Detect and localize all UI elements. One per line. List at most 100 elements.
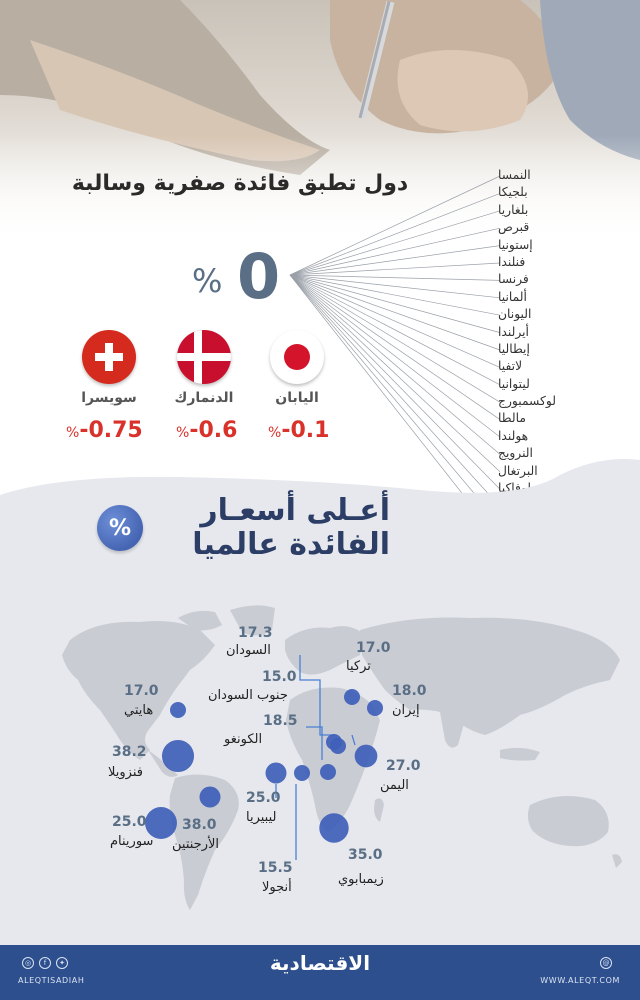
south-sudan-country-label: جنوب السودان xyxy=(208,688,288,703)
japan-rate-value: -0.1 xyxy=(281,418,330,443)
venezuela-rate-value: 38.2 xyxy=(112,744,147,760)
japan-rate-unit: % xyxy=(268,425,282,441)
facebook-icon[interactable]: f xyxy=(39,957,51,969)
brand-logo[interactable]: الاقتصادية xyxy=(269,951,371,975)
congo-bubble xyxy=(320,764,336,780)
liberia-rate-value: 25.0 xyxy=(246,790,281,806)
zero-rate-unit: % xyxy=(192,262,223,300)
switzerland-rate-unit: % xyxy=(66,425,80,441)
zero-rate-value: 0 xyxy=(237,240,281,313)
sudan-rate-value: 17.3 xyxy=(238,625,273,641)
connector-line xyxy=(289,274,501,403)
switzerland-flag-icon xyxy=(82,330,136,384)
haiti-bubble xyxy=(170,702,186,718)
iran-rate-value: 18.0 xyxy=(392,683,427,699)
haiti-rate-value: 17.0 xyxy=(124,683,159,699)
switzerland-rate: %-0.75 xyxy=(62,418,143,443)
haiti-country-label: هايتي xyxy=(124,703,154,718)
zero-rate-country: إستونيا xyxy=(498,237,533,252)
zero-rate-country: بلغاريا xyxy=(498,202,529,217)
yemen-bubble xyxy=(354,744,378,768)
turkey-country-label: تركيا xyxy=(346,659,371,674)
connector-line xyxy=(289,274,501,525)
japan-label: اليابان xyxy=(275,390,319,406)
rate-bubbles xyxy=(145,689,383,843)
instagram-icon[interactable]: ◎ xyxy=(22,957,34,969)
connector-line xyxy=(289,227,501,276)
zero-rate-country: النرويج xyxy=(498,446,533,461)
connector-line xyxy=(289,274,501,316)
highest-title-line1: أعـلى أسعـار xyxy=(200,493,390,528)
connector-line xyxy=(289,210,501,276)
connector-line xyxy=(289,274,501,490)
world-map xyxy=(62,605,622,910)
yemen-rate-value: 27.0 xyxy=(386,758,421,774)
zero-rate-country: فرنسا xyxy=(498,272,529,287)
zero-rate-country: مالطا xyxy=(498,411,526,426)
leader-lines xyxy=(275,655,356,860)
denmark-rate-unit: % xyxy=(176,425,190,441)
iran-country-label: إيران xyxy=(392,703,420,718)
suriname-country-label: سورينام xyxy=(110,834,154,849)
hero-photo xyxy=(0,0,640,245)
connector-line xyxy=(289,274,501,438)
connector-line xyxy=(289,274,501,281)
zero-rate-country: ليتوانيا xyxy=(498,376,530,391)
highest-title-line2: الفائدة عالميا xyxy=(192,527,390,562)
liberia-country-label: ليبيريا xyxy=(246,810,277,825)
zero-rate-country: فنلندا xyxy=(498,254,526,269)
angola-bubble xyxy=(294,765,310,781)
footer-bar xyxy=(0,945,640,1000)
connector-line xyxy=(289,274,501,351)
congo-leader-line xyxy=(306,726,323,760)
social-handle[interactable]: ALEQTISADIAH xyxy=(18,976,85,985)
switzerland-rate-value: -0.75 xyxy=(79,418,143,443)
connector-line xyxy=(289,193,501,276)
sudan-country-label: السودان xyxy=(226,643,271,658)
suriname-bubble xyxy=(199,786,221,808)
zero-rate-country: البرتغال xyxy=(498,463,538,478)
zero-rate-country: ألمانيا xyxy=(498,289,527,304)
zero-rate-country: اليونان xyxy=(498,307,532,322)
suriname-rate-value: 25.0 xyxy=(112,814,147,830)
connector-lines xyxy=(289,175,501,542)
congo-rate-value: 18.5 xyxy=(263,713,298,729)
continents xyxy=(62,605,622,910)
twitter-icon[interactable]: ✦ xyxy=(56,957,68,969)
connector-line xyxy=(289,262,501,276)
venezuela-country-label: فنزويلا xyxy=(108,765,143,780)
zero-rate-country: قبرص xyxy=(498,220,530,235)
congo-country-label: الكونغو xyxy=(224,732,263,747)
zero-rate-country: أيرلندا xyxy=(498,324,529,339)
connector-line xyxy=(289,245,501,276)
connector-line xyxy=(289,274,501,473)
turkey-bubble xyxy=(344,689,360,705)
denmark-label: الدنمارك xyxy=(174,390,234,406)
web-icon[interactable]: @ xyxy=(600,957,612,969)
denmark-rate: %-0.6 xyxy=(172,418,237,443)
connector-line xyxy=(289,274,501,386)
yemen-leader-line xyxy=(351,734,356,746)
website-link[interactable]: WWW.ALEQT.COM xyxy=(540,976,620,985)
zero-rate-country: لاتفيا xyxy=(498,359,523,374)
turkey-rate-value: 17.0 xyxy=(356,640,391,656)
sudan-leader-line xyxy=(299,655,334,736)
connector-line xyxy=(289,274,501,455)
iran-bubble xyxy=(367,700,383,716)
yemen-country-label: اليمن xyxy=(380,778,409,793)
argentina-rate-value: 38.0 xyxy=(182,817,217,833)
zimbabwe-country-label: زيمبابوي xyxy=(338,872,384,887)
switzerland-label: سويسرا xyxy=(81,390,137,406)
japan-flag-icon xyxy=(270,330,324,384)
zimbabwe-bubble xyxy=(319,813,349,843)
connector-line xyxy=(289,274,501,420)
zero-rate-country: لوكسمبورج xyxy=(498,394,556,409)
connector-line xyxy=(289,274,501,507)
page-title: دول تطبق فائدة صفرية وسالبة xyxy=(71,171,409,196)
connector-line xyxy=(289,175,501,276)
angola-rate-value: 15.5 xyxy=(258,860,293,876)
japan-rate: %-0.1 xyxy=(264,418,329,443)
connector-line xyxy=(289,274,501,368)
zero-rate-country: النمسا xyxy=(498,168,531,182)
